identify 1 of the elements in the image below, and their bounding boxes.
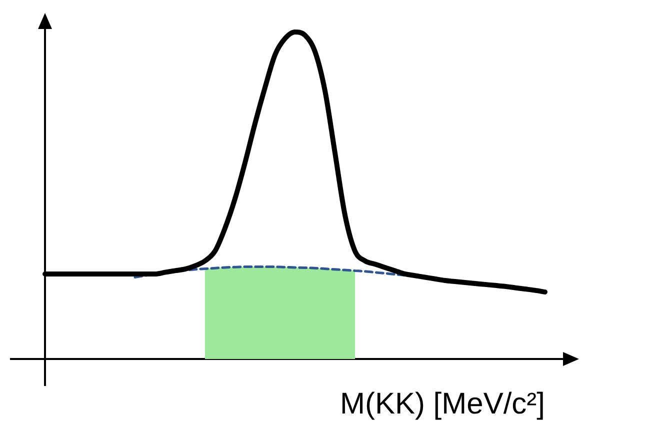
x-axis-title: M(KK) [MeV/c²] (340, 387, 545, 420)
